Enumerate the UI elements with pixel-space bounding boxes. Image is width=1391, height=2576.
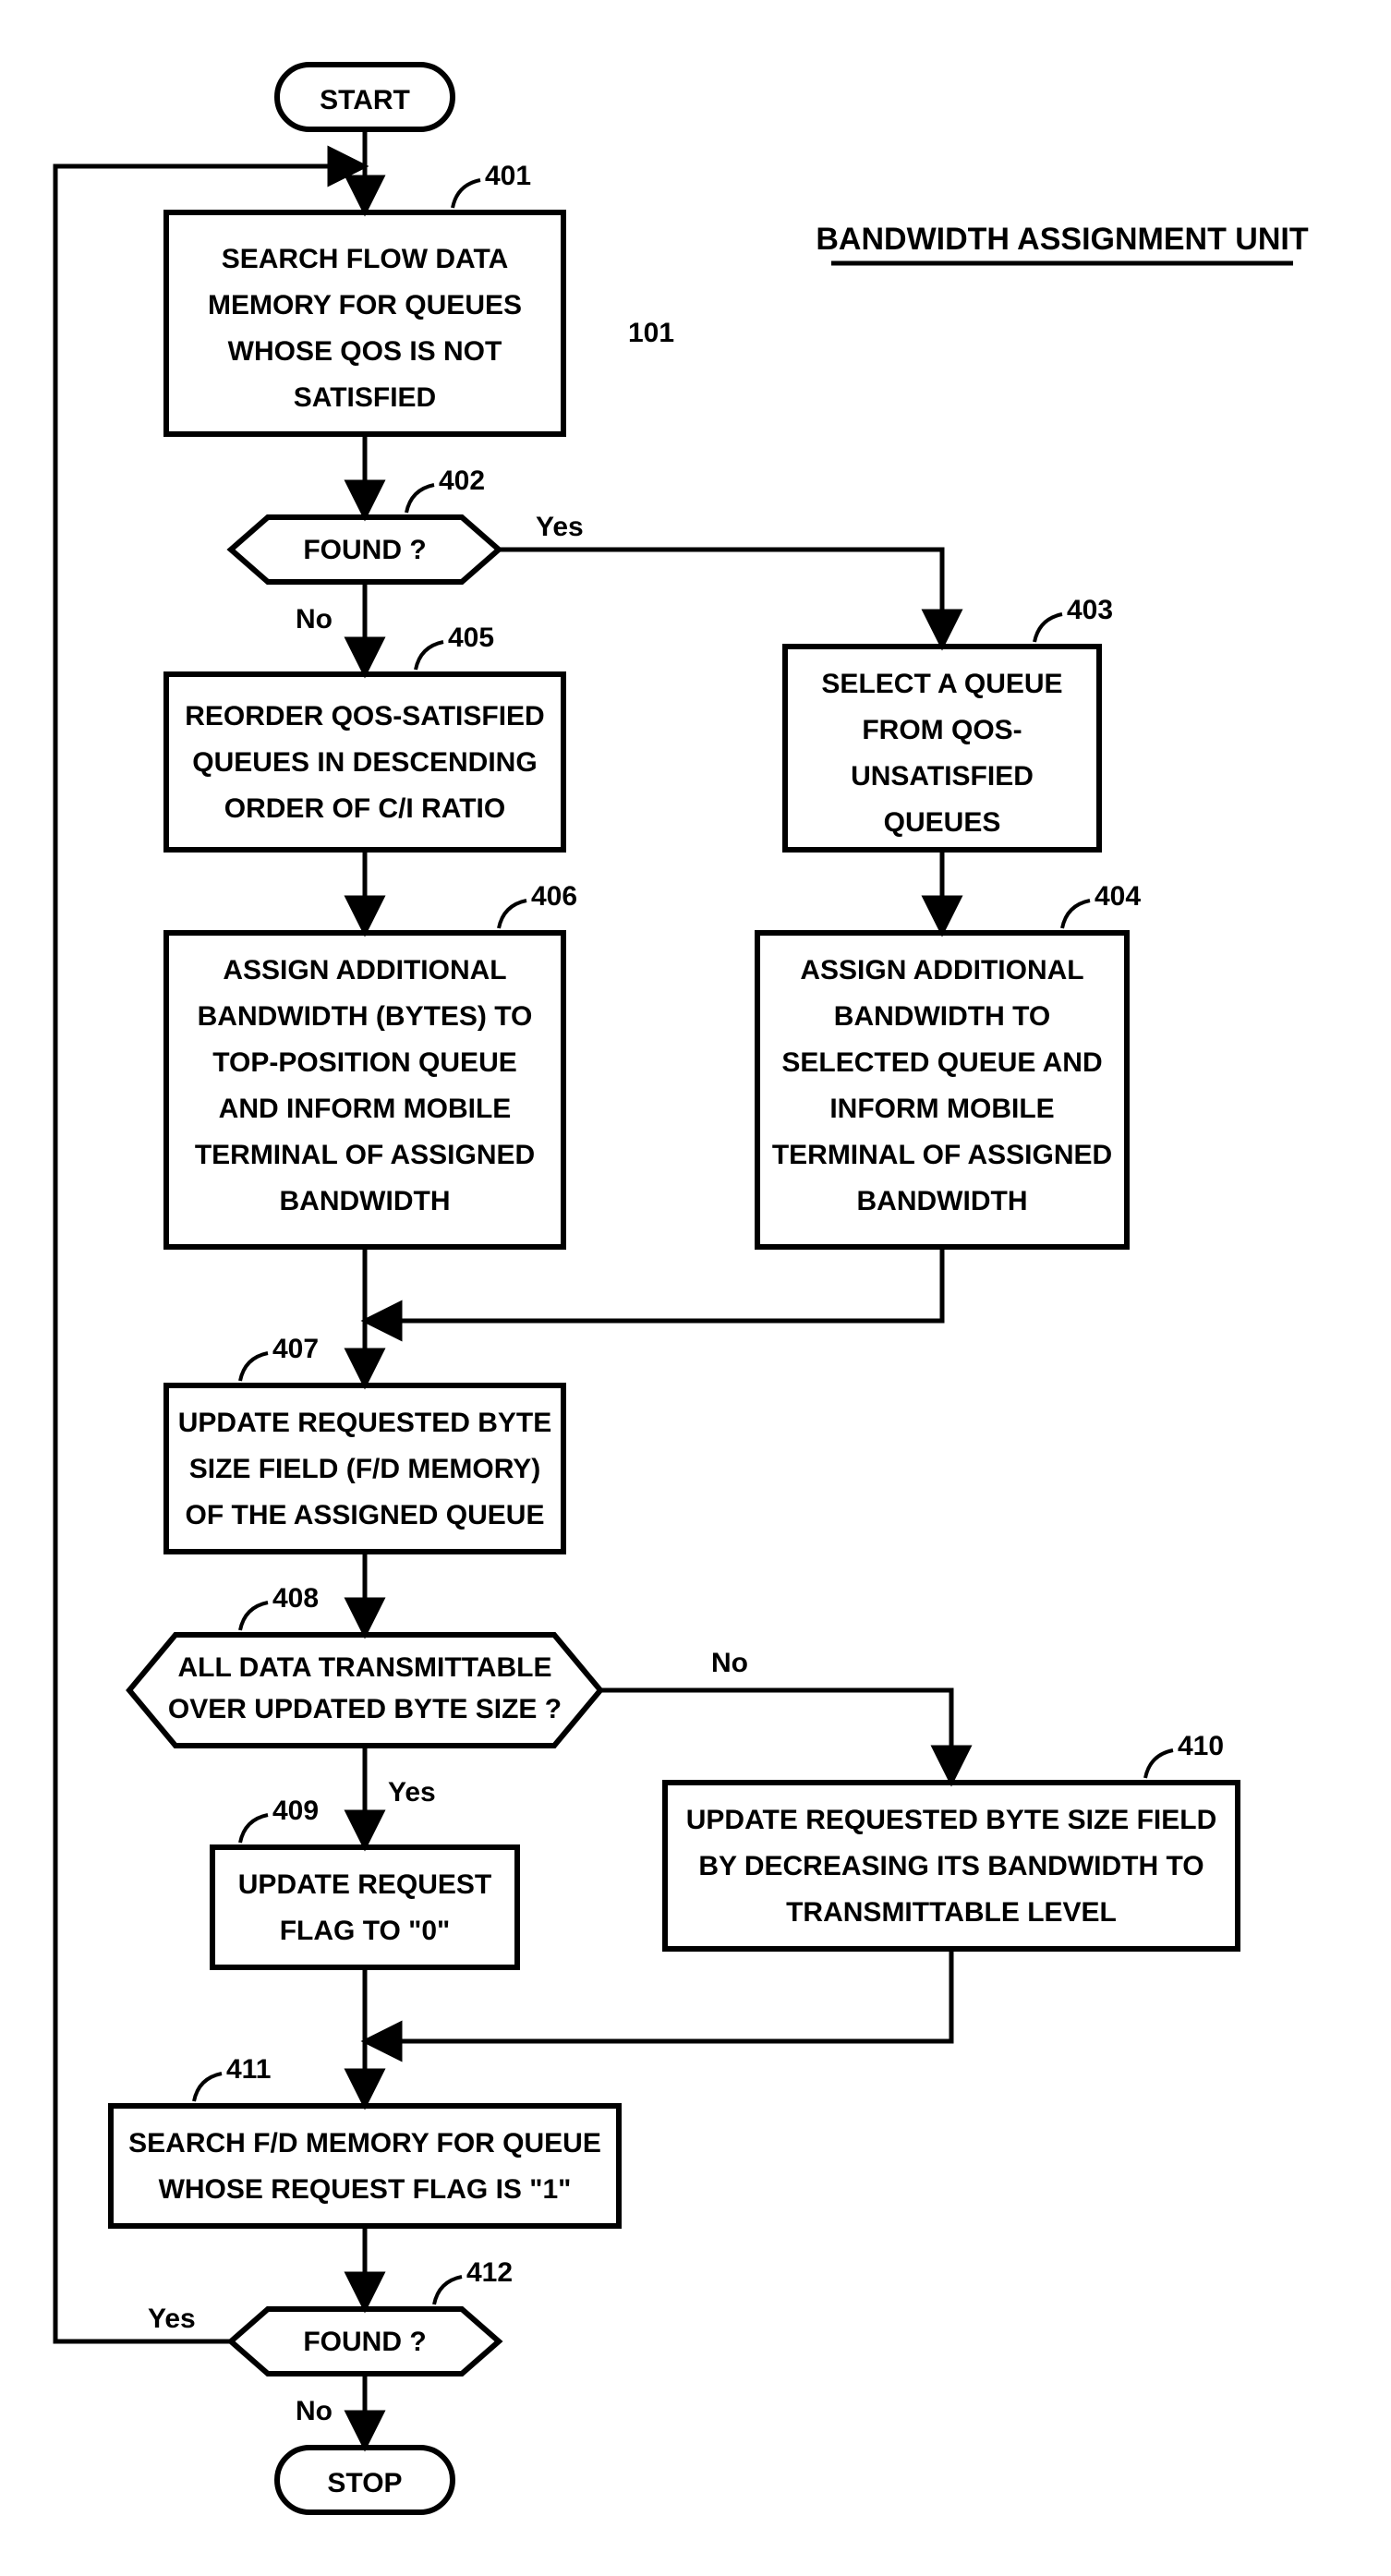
node-404: ASSIGN ADDITIONAL BANDWIDTH TO SELECTED … [757,933,1127,1247]
label-411: 411 [226,2054,271,2085]
svg-text:TERMINAL OF ASSIGNED: TERMINAL OF ASSIGNED [772,1140,1112,1170]
svg-text:SELECT A QUEUE: SELECT A QUEUE [821,669,1062,699]
label-101: 101 [628,318,674,348]
svg-text:QUEUES IN DESCENDING: QUEUES IN DESCENDING [192,747,537,778]
svg-text:FOUND ?: FOUND ? [303,535,426,565]
edge-412-loop [55,166,365,2341]
node-403: SELECT A QUEUE FROM QOS- UNSATISFIED QUE… [785,647,1099,850]
svg-text:FLAG TO "0": FLAG TO "0" [280,1916,451,1946]
svg-text:BANDWIDTH (BYTES) TO: BANDWIDTH (BYTES) TO [198,1001,533,1032]
svg-text:START: START [320,85,410,115]
edge-410-merge [365,1949,951,2041]
label-402: 402 [439,466,485,496]
svg-text:SIZE FIELD (F/D MEMORY): SIZE FIELD (F/D MEMORY) [189,1454,541,1484]
svg-text:BANDWIDTH: BANDWIDTH [857,1186,1028,1216]
flowchart: BANDWIDTH ASSIGNMENT UNIT START SEARCH F… [0,0,1391,2576]
svg-text:REORDER QOS-SATISFIED: REORDER QOS-SATISFIED [185,701,544,732]
svg-text:OVER UPDATED BYTE SIZE ?: OVER UPDATED BYTE SIZE ? [168,1694,562,1724]
svg-text:ALL DATA TRANSMITTABLE: ALL DATA TRANSMITTABLE [178,1652,552,1683]
label-402-yes: Yes [536,512,584,542]
node-401: SEARCH FLOW DATA MEMORY FOR QUEUES WHOSE… [166,212,563,434]
label-412-yes: Yes [148,2304,196,2334]
label-410: 410 [1178,1731,1224,1761]
svg-text:UPDATE REQUESTED BYTE: UPDATE REQUESTED BYTE [178,1408,552,1438]
label-408-yes: Yes [388,1777,436,1808]
svg-text:TERMINAL OF ASSIGNED: TERMINAL OF ASSIGNED [195,1140,535,1170]
svg-text:AND INFORM MOBILE: AND INFORM MOBILE [219,1094,512,1124]
label-406: 406 [531,881,577,912]
node-407: UPDATE REQUESTED BYTE SIZE FIELD (F/D ME… [166,1385,563,1552]
svg-text:SATISFIED: SATISFIED [294,382,436,413]
svg-text:SELECTED QUEUE AND: SELECTED QUEUE AND [781,1047,1102,1078]
node-409: UPDATE REQUEST FLAG TO "0" [212,1847,517,1967]
svg-text:BANDWIDTH: BANDWIDTH [280,1186,451,1216]
label-404: 404 [1095,881,1141,912]
label-402-no: No [296,604,333,635]
stop-node: STOP [277,2448,453,2512]
svg-text:UNSATISFIED: UNSATISFIED [851,761,1034,792]
node-412: FOUND ? [231,2309,499,2374]
node-402: FOUND ? [231,517,499,582]
svg-text:SEARCH F/D MEMORY FOR QUEUE: SEARCH F/D MEMORY FOR QUEUE [128,2128,601,2159]
svg-text:UPDATE REQUESTED BYTE SIZE FIE: UPDATE REQUESTED BYTE SIZE FIELD [686,1805,1217,1835]
svg-text:FROM QOS-: FROM QOS- [862,715,1022,745]
svg-text:MEMORY FOR QUEUES: MEMORY FOR QUEUES [208,290,522,320]
node-411: SEARCH F/D MEMORY FOR QUEUE WHOSE REQUES… [111,2106,619,2226]
svg-text:ASSIGN ADDITIONAL: ASSIGN ADDITIONAL [223,955,506,986]
node-408: ALL DATA TRANSMITTABLE OVER UPDATED BYTE… [129,1635,600,1746]
svg-text:FOUND ?: FOUND ? [303,2327,426,2357]
svg-text:STOP: STOP [327,2468,402,2498]
svg-text:TOP-POSITION QUEUE: TOP-POSITION QUEUE [212,1047,517,1078]
node-410: UPDATE REQUESTED BYTE SIZE FIELD BY DECR… [665,1783,1238,1949]
svg-text:TRANSMITTABLE LEVEL: TRANSMITTABLE LEVEL [786,1897,1117,1928]
label-403: 403 [1067,595,1113,625]
label-408-no: No [711,1648,748,1678]
svg-text:WHOSE REQUEST FLAG IS "1": WHOSE REQUEST FLAG IS "1" [159,2174,572,2205]
node-405: REORDER QOS-SATISFIED QUEUES IN DESCENDI… [166,674,563,850]
label-409: 409 [272,1796,319,1826]
label-412: 412 [466,2257,513,2288]
label-405: 405 [448,623,494,653]
edge-402-403 [499,550,942,647]
svg-text:UPDATE REQUEST: UPDATE REQUEST [238,1869,491,1900]
svg-text:BANDWIDTH TO: BANDWIDTH TO [834,1001,1050,1032]
svg-text:ORDER OF C/I RATIO: ORDER OF C/I RATIO [224,793,505,824]
svg-text:BY DECREASING ITS BANDWIDTH TO: BY DECREASING ITS BANDWIDTH TO [698,1851,1204,1881]
node-406: ASSIGN ADDITIONAL BANDWIDTH (BYTES) TO T… [166,933,563,1247]
svg-text:OF THE ASSIGNED QUEUE: OF THE ASSIGNED QUEUE [186,1500,545,1530]
svg-text:ASSIGN ADDITIONAL: ASSIGN ADDITIONAL [800,955,1083,986]
edge-404-merge [365,1247,942,1321]
label-407: 407 [272,1334,319,1364]
start-node: START [277,65,453,129]
svg-text:WHOSE QOS IS NOT: WHOSE QOS IS NOT [228,336,502,367]
svg-text:INFORM MOBILE: INFORM MOBILE [829,1094,1054,1124]
title: BANDWIDTH ASSIGNMENT UNIT [816,222,1308,257]
svg-text:QUEUES: QUEUES [884,807,1001,838]
label-412-no: No [296,2396,333,2426]
edge-408-410 [600,1690,951,1783]
svg-text:SEARCH FLOW DATA: SEARCH FLOW DATA [222,244,509,274]
label-408: 408 [272,1583,319,1614]
label-401: 401 [485,161,531,191]
